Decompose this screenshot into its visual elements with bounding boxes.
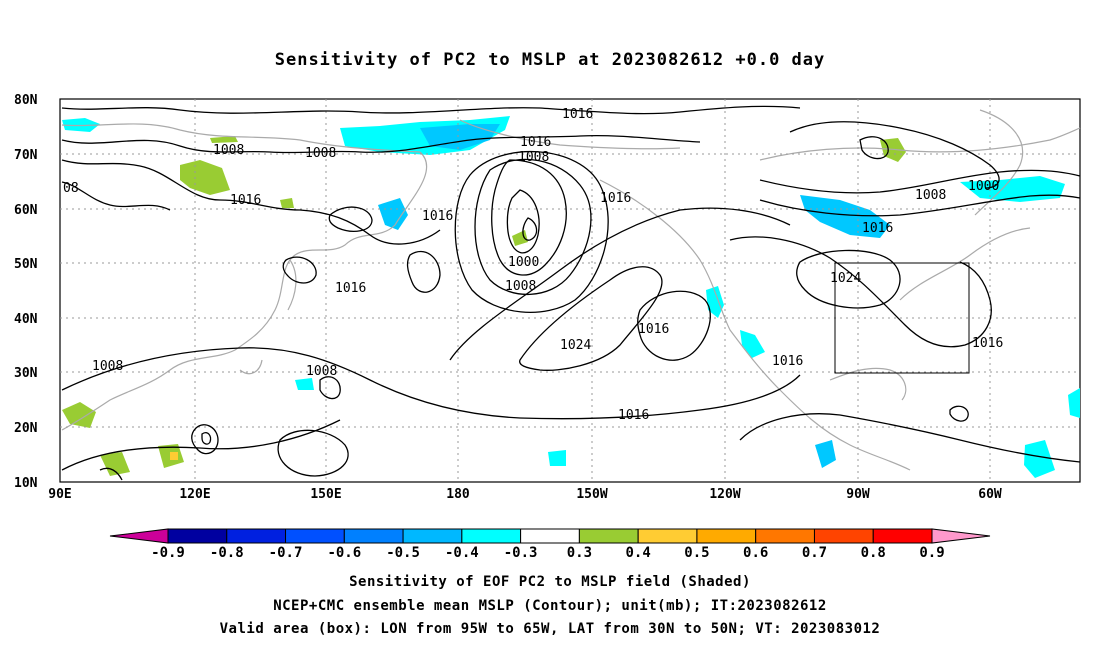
lat-label: 10N — [14, 476, 38, 491]
valid-area-box — [834, 262, 970, 374]
caption-line-2: NCEP+CMC ensemble mean MSLP (Contour); u… — [273, 598, 827, 614]
contour-label: 1016 — [600, 191, 631, 206]
lon-label: 90E — [48, 487, 71, 502]
colorbar-label: 0.9 — [919, 545, 944, 561]
contour-labels: 1016 1016 1008 1008 1008 08 1016 1016 10… — [63, 107, 1003, 423]
contour-label: 1016 — [422, 209, 453, 224]
colorbar-segment — [226, 528, 287, 544]
colorbar-label: 0.7 — [802, 545, 827, 561]
contour-label: 1000 — [968, 179, 999, 194]
contour-label: 08 — [63, 181, 79, 196]
contour-label: 1008 — [915, 188, 946, 203]
colorbar-label: -0.8 — [210, 545, 244, 561]
colorbar-segment — [167, 528, 228, 544]
colorbar-right-arrow — [931, 528, 991, 544]
colorbar-label: -0.6 — [327, 545, 361, 561]
contour-label: 1024 — [560, 338, 591, 353]
colorbar-label: 0.6 — [743, 545, 768, 561]
colorbar: -0.9 -0.8 -0.7 -0.6 -0.5 -0.4 -0.3 0.3 0.4 0.5 0.6… — [109, 528, 991, 561]
lon-label: 150W — [576, 487, 607, 502]
contour-label: 1008 — [305, 146, 336, 161]
contour-label: 1008 — [505, 279, 536, 294]
lon-label: 120E — [179, 487, 210, 502]
cyan-patch-pacific — [295, 378, 314, 390]
green-patch-india — [62, 402, 96, 428]
contour-label: 1000 — [508, 255, 539, 270]
colorbar-segment — [285, 528, 345, 544]
colorbar-label: 0.5 — [684, 545, 709, 561]
contour-label: 1016 — [335, 281, 366, 296]
contour-label: 1008 — [518, 150, 549, 165]
colorbar-label: -0.4 — [445, 545, 479, 561]
contour-label: 1016 — [230, 193, 261, 208]
lat-label: 70N — [14, 148, 38, 163]
green-patch-small2 — [280, 198, 294, 208]
colorbar-label: 0.3 — [567, 545, 592, 561]
contour-label: 1024 — [830, 271, 861, 286]
lon-label: 90W — [846, 487, 870, 502]
green-patch-seasia — [100, 452, 130, 476]
colorbar-segment — [343, 528, 404, 544]
colorbar-label: -0.5 — [386, 545, 420, 561]
lat-label: 50N — [14, 257, 38, 272]
green-patch-small1 — [210, 136, 238, 143]
cyan-patch-mexico — [740, 330, 765, 358]
colorbar-segment — [461, 528, 522, 544]
lat-label: 80N — [14, 93, 38, 108]
colorbar-segment — [872, 528, 933, 544]
colorbar-segment — [813, 528, 874, 544]
lat-label: 40N — [14, 312, 38, 327]
colorbar-label: 0.4 — [626, 545, 651, 561]
caption-line-1: Sensitivity of EOF PC2 to MSLP field (Sh… — [349, 574, 751, 590]
cyan-patch-kamchatka — [378, 198, 408, 230]
contour-label: 1008 — [92, 359, 123, 374]
colorbar-label: -0.3 — [504, 545, 538, 561]
chart-title: Sensitivity of PC2 to MSLP at 2023082612… — [274, 50, 826, 70]
contour-label: 1016 — [562, 107, 593, 122]
lat-label: 30N — [14, 366, 38, 381]
colorbar-segment — [578, 528, 639, 544]
colorbar-label: 0.8 — [861, 545, 886, 561]
colorbar-segment — [520, 528, 580, 544]
cyan-patch-canada — [800, 195, 890, 238]
contour-label: 1016 — [520, 135, 551, 150]
colorbar-segment — [696, 528, 757, 544]
colorbar-segment — [402, 528, 463, 544]
lon-label: 60W — [978, 487, 1002, 502]
contour-label: 1008 — [213, 143, 244, 158]
lon-labels: 90E 120E 150E 180 150W 120W 90W 60W — [48, 487, 1002, 502]
cyan-patch-pacific2 — [548, 450, 566, 466]
colorbar-label: -0.9 — [151, 545, 185, 561]
contour-label: 1016 — [618, 408, 649, 423]
colorbar-left-arrow — [109, 528, 169, 544]
lightblue-patch-arctic — [420, 124, 500, 150]
contour-label: 1016 — [638, 322, 669, 337]
coastlines — [61, 109, 1081, 471]
colorbar-segment — [755, 528, 815, 544]
cyan-patch-atlantic — [1024, 440, 1055, 478]
mslp-contours — [61, 105, 1081, 481]
lon-label: 150E — [310, 487, 341, 502]
yellow-patch-bay — [170, 452, 178, 460]
lon-label: 120W — [709, 487, 740, 502]
cyan-patch-centam — [815, 440, 836, 468]
green-patch-bering — [512, 230, 528, 246]
caption-line-3: Valid area (box): LON from 95W to 65W, L… — [219, 621, 881, 637]
contour-label: 1016 — [772, 354, 803, 369]
lat-label: 60N — [14, 203, 38, 218]
colorbar-label: -0.7 — [269, 545, 303, 561]
lat-label: 20N — [14, 421, 38, 436]
lon-label: 180 — [446, 487, 470, 502]
cyan-patch-atlantic2 — [1068, 388, 1080, 418]
contour-label: 1016 — [972, 336, 1003, 351]
shaded-sensitivity — [62, 116, 1080, 478]
lat-labels: 80N 70N 60N 50N 40N 30N 20N 10N — [14, 93, 38, 491]
contour-label: 1016 — [862, 221, 893, 236]
green-patch-siberia — [180, 160, 230, 195]
colorbar-segment — [637, 528, 698, 544]
contour-label: 1008 — [306, 364, 337, 379]
